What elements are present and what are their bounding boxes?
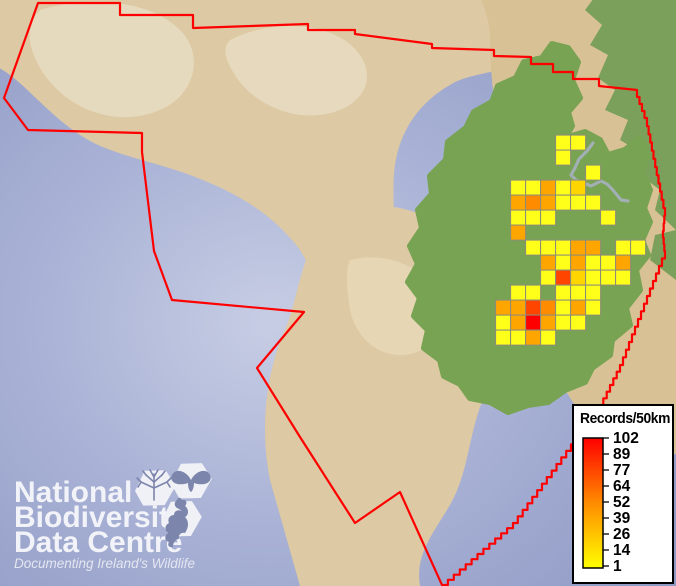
svg-text:Documenting Ireland's Wildlife: Documenting Ireland's Wildlife: [14, 556, 195, 571]
svg-text:64: 64: [613, 478, 631, 495]
svg-text:26: 26: [613, 526, 631, 543]
svg-text:Data Centre: Data Centre: [14, 526, 182, 559]
svg-text:1: 1: [613, 558, 622, 575]
svg-text:89: 89: [613, 446, 631, 463]
svg-text:39: 39: [613, 510, 631, 527]
svg-text:14: 14: [613, 542, 631, 559]
svg-text:52: 52: [613, 494, 630, 511]
svg-text:77: 77: [613, 462, 630, 479]
svg-text:Records/50km: Records/50km: [580, 411, 670, 427]
svg-text:102: 102: [613, 430, 639, 447]
